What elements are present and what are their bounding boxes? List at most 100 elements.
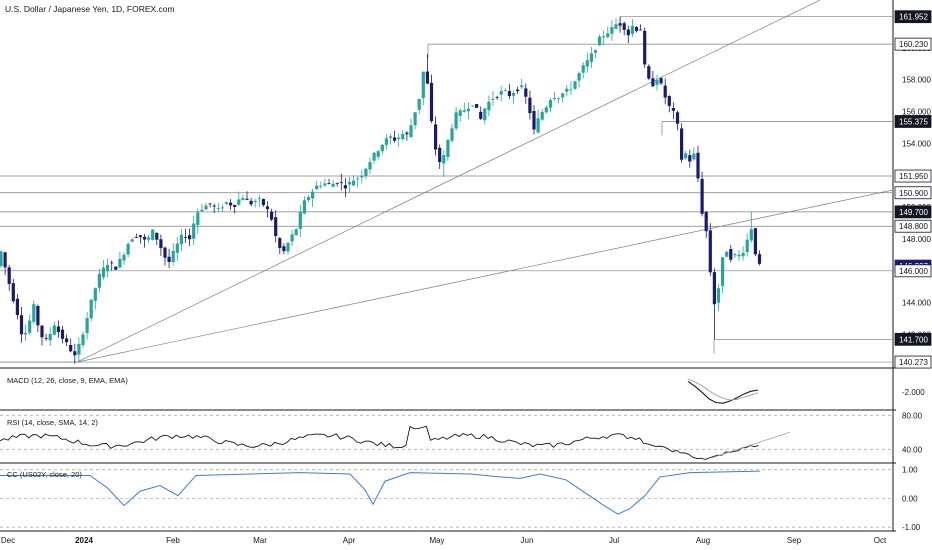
- macd-title: MACD (12, 26, close, 9, EMA, EMA): [7, 376, 128, 385]
- candle-body-45: [183, 237, 188, 238]
- candle-body-99: [405, 132, 409, 135]
- candle-body-117: [479, 111, 483, 119]
- candle-body-34: [138, 235, 142, 237]
- candle-body-167: [684, 153, 688, 159]
- candle-body-19: [77, 343, 81, 355]
- candle-body-103: [421, 71, 425, 99]
- candle-body-5: [19, 315, 24, 335]
- candle-body-59: [241, 198, 245, 201]
- candle-body-29: [118, 258, 122, 268]
- candle-body-98: [401, 134, 405, 140]
- candle-body-38: [155, 232, 159, 240]
- candle-body-113: [462, 110, 466, 112]
- rsi-tick-0: 80.00: [902, 411, 923, 420]
- candle-body-168: [688, 155, 692, 162]
- candle-body-142: [581, 65, 585, 73]
- candle-body-27: [110, 262, 114, 264]
- candle-body-100: [409, 125, 413, 138]
- candle-body-92: [376, 151, 380, 157]
- candle-body-77: [315, 185, 319, 190]
- candle-body-0: [0, 251, 3, 267]
- candle-body-97: [397, 137, 401, 139]
- candle-body-41: [167, 256, 171, 263]
- candle-body-159: [651, 78, 655, 87]
- candle-body-147: [602, 36, 606, 38]
- candle-body-43: [175, 243, 179, 253]
- candle-body-48: [196, 212, 200, 225]
- candle-body-150: [614, 24, 618, 29]
- candle-body-90: [368, 162, 372, 170]
- price-tag-label-0: 161.952: [899, 13, 928, 22]
- price-tag-box-8: [894, 264, 932, 278]
- candle-body-74: [302, 200, 306, 214]
- candle-body-30: [122, 254, 126, 261]
- candle-body-68: [278, 238, 282, 248]
- candle-body-169: [692, 153, 696, 160]
- candle-body-62: [253, 200, 257, 203]
- candle-body-184: [753, 228, 757, 255]
- candle-body-57: [233, 205, 237, 207]
- candle-body-61: [249, 200, 253, 205]
- candle-body-177: [725, 251, 729, 257]
- candle-body-174: [712, 272, 716, 305]
- candle-body-93: [380, 144, 384, 152]
- candle-body-64: [261, 199, 265, 205]
- candle-body-130: [532, 110, 536, 130]
- candle-body-33: [134, 236, 138, 238]
- candle-body-179: [733, 254, 737, 256]
- candle-body-185: [757, 254, 762, 264]
- candle-body-76: [311, 191, 315, 199]
- candle-body-26: [106, 265, 110, 272]
- price-tag-label-9: 141.700: [899, 335, 928, 344]
- candle-body-32: [130, 239, 134, 242]
- candle-body-14: [56, 326, 60, 333]
- candle-body-86: [352, 180, 356, 186]
- candle-body-181: [741, 252, 745, 257]
- candle-body-108: [442, 155, 446, 164]
- candle-body-120: [491, 98, 495, 100]
- candle-body-16: [65, 338, 69, 343]
- candle-body-7: [28, 320, 32, 333]
- cc-tick-0: 1.00: [902, 466, 918, 475]
- candle-body-8: [32, 304, 36, 322]
- candle-body-79: [323, 183, 327, 186]
- candle-body-72: [294, 229, 298, 235]
- candle-body-143: [585, 60, 589, 67]
- candle-body-126: [516, 89, 520, 92]
- candle-body-165: [675, 112, 680, 124]
- candle-body-60: [245, 198, 249, 200]
- candle-body-111: [454, 112, 458, 129]
- candle-body-153: [626, 29, 630, 36]
- x-tick-9: Sep: [787, 536, 802, 545]
- candle-body-118: [483, 108, 487, 121]
- candle-body-58: [237, 199, 241, 205]
- candle-body-69: [282, 246, 286, 252]
- candle-body-138: [565, 88, 569, 92]
- candle-body-123: [503, 89, 507, 91]
- price-tag-label-5: 149.700: [899, 208, 928, 217]
- candle-body-155: [634, 27, 639, 32]
- candle-body-175: [716, 288, 721, 303]
- candle-body-56: [229, 202, 233, 206]
- candle-body-67: [274, 217, 278, 236]
- candle-body-71: [290, 234, 294, 242]
- price-tag-box-10: [894, 355, 932, 369]
- candle-body-148: [606, 33, 610, 38]
- candle-body-12: [48, 333, 52, 341]
- candle-body-17: [69, 345, 73, 352]
- candle-body-84: [343, 185, 347, 189]
- price-tag-box-0: [894, 10, 932, 24]
- candle-body-107: [438, 147, 442, 163]
- price-chart-title: U.S. Dollar / Japanese Yen, 1D, FOREX.co…: [5, 4, 175, 14]
- candle-body-78: [319, 185, 323, 187]
- candle-body-31: [126, 243, 130, 255]
- candle-body-20: [81, 334, 85, 346]
- candle-body-110: [450, 128, 454, 141]
- candle-body-18: [73, 351, 77, 356]
- candle-body-91: [372, 152, 376, 161]
- candle-body-52: [212, 205, 216, 207]
- candle-body-44: [179, 234, 183, 245]
- candle-body-51: [208, 203, 212, 205]
- candle-body-81: [331, 183, 335, 187]
- candle-body-140: [573, 81, 577, 89]
